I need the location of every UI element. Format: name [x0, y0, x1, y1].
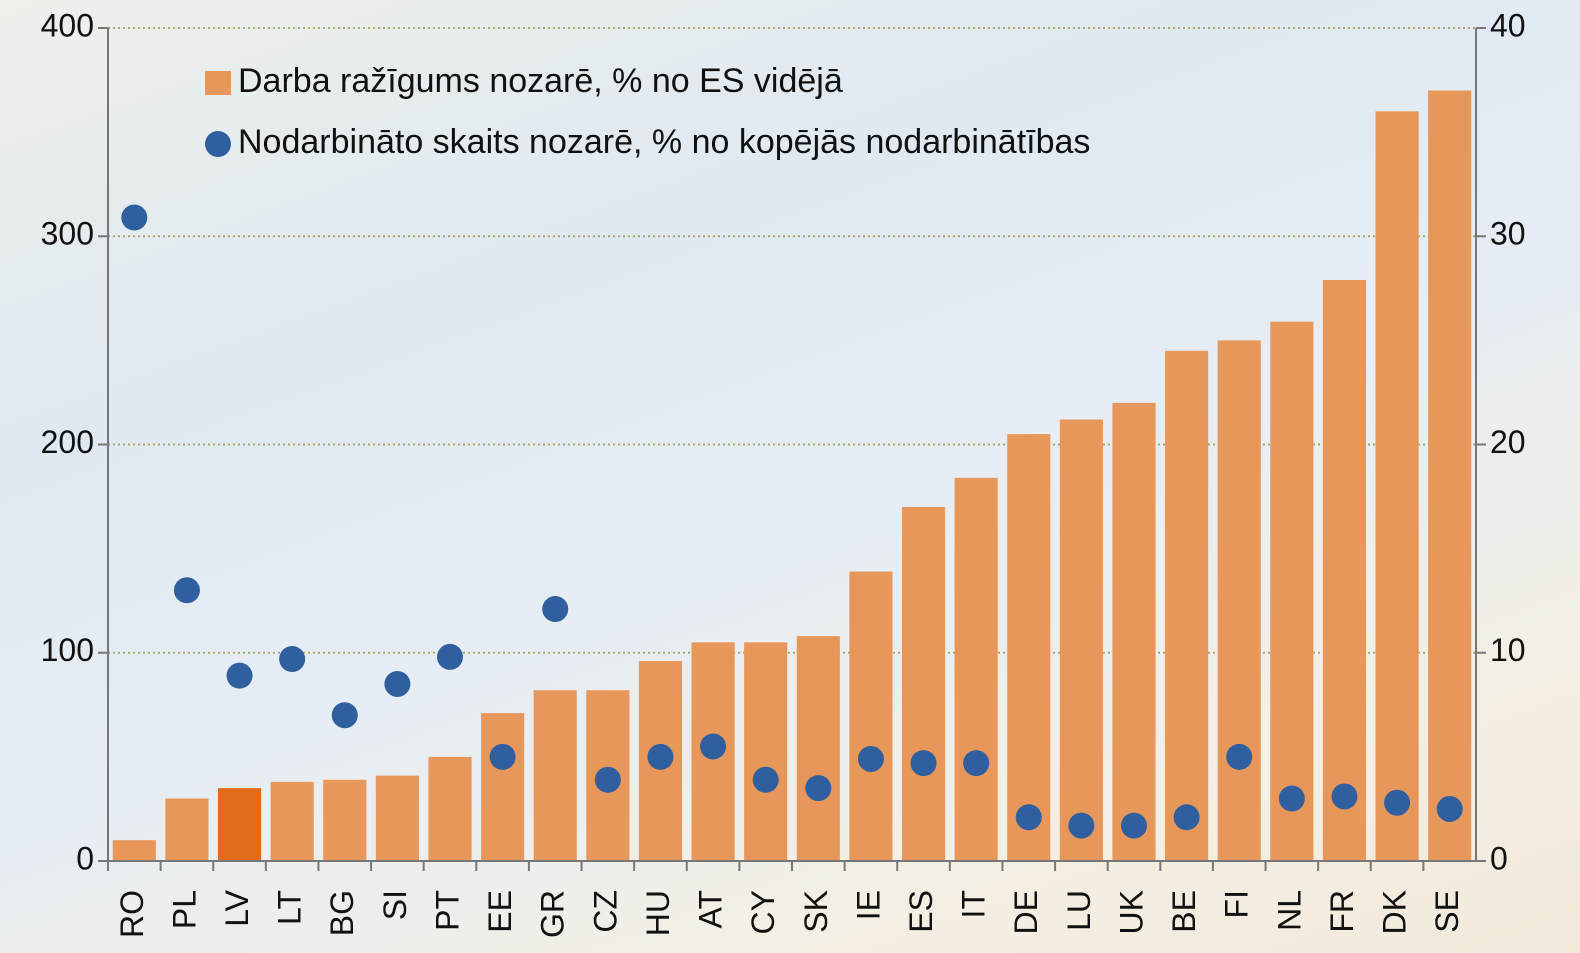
dot — [963, 750, 989, 776]
x-tick-label: NL — [1271, 890, 1307, 931]
bar — [218, 788, 261, 861]
bar — [165, 799, 208, 861]
bar — [1428, 90, 1471, 861]
dot — [595, 767, 621, 793]
y-tick-label: 300 — [41, 216, 94, 252]
dot — [332, 702, 358, 728]
dot — [647, 744, 673, 770]
x-tick-label: AT — [693, 890, 729, 929]
x-tick-label: PL — [166, 890, 202, 929]
x-tick-label: SK — [798, 890, 834, 933]
chart: Darba ražīgums nozarē, % no ES vidējā No… — [0, 0, 1580, 953]
x-tick-label: UK — [1113, 890, 1149, 934]
dot — [384, 671, 410, 697]
dot — [437, 644, 463, 670]
x-tick-label: BE — [1166, 890, 1202, 933]
x-tick-label: SI — [377, 890, 413, 920]
dot — [279, 646, 305, 672]
x-tick-label: GR — [535, 890, 571, 938]
dot — [1437, 796, 1463, 822]
bar — [797, 636, 840, 861]
dot — [1121, 813, 1147, 839]
bar — [1376, 111, 1419, 861]
legend-label: Darba ražīgums nozarē, % no ES vidējā — [238, 62, 843, 100]
legend-swatch — [205, 71, 231, 95]
bar — [955, 478, 998, 861]
bar — [902, 507, 945, 861]
x-tick-label: EE — [482, 890, 518, 933]
dot — [1384, 790, 1410, 816]
x-tick-label: SE — [1429, 890, 1465, 933]
dot — [1331, 783, 1357, 809]
dot — [753, 767, 779, 793]
y-tick-label: 100 — [41, 632, 94, 668]
dot — [1068, 813, 1094, 839]
x-tick-label: BG — [324, 890, 360, 936]
bar — [428, 757, 471, 861]
x-tick-label: FR — [1324, 890, 1360, 933]
dot — [227, 663, 253, 689]
dot — [1279, 786, 1305, 812]
bar — [1270, 322, 1313, 861]
y2-tick-label: 40 — [1490, 7, 1526, 43]
bar — [534, 690, 577, 861]
bar — [1112, 403, 1155, 861]
dot — [911, 750, 937, 776]
dot — [1174, 804, 1200, 830]
y-tick-label: 200 — [41, 424, 94, 460]
y-tick-label: 0 — [76, 840, 94, 876]
y2-tick-label: 0 — [1490, 840, 1508, 876]
dot — [542, 596, 568, 622]
x-tick-label: DE — [1008, 890, 1044, 934]
bar — [1165, 351, 1208, 861]
dot — [858, 746, 884, 772]
x-tick-label: DK — [1377, 890, 1413, 934]
x-tick-label: LU — [1061, 890, 1097, 931]
x-tick-label: FI — [1219, 890, 1255, 918]
x-tick-label: PT — [429, 890, 465, 931]
x-tick-label: RO — [114, 890, 150, 938]
bar — [1060, 420, 1103, 861]
x-tick-label: LT — [272, 890, 308, 925]
y2-tick-label: 30 — [1490, 216, 1526, 252]
bar — [744, 642, 787, 861]
dot — [174, 577, 200, 603]
dot — [1016, 804, 1042, 830]
bar — [1323, 280, 1366, 861]
bar — [113, 840, 156, 861]
legend-swatch — [205, 131, 231, 157]
bar — [481, 713, 524, 861]
x-tick-label: ES — [903, 890, 939, 933]
x-tick-label: HU — [640, 890, 676, 936]
x-tick-label: CZ — [587, 890, 623, 933]
bar — [271, 782, 314, 861]
dot — [700, 733, 726, 759]
bar — [376, 776, 419, 861]
page: Darba ražīgums nozarē, % no ES vidējā No… — [0, 0, 1580, 953]
x-tick-label: IT — [956, 890, 992, 918]
legend-label: Nodarbināto skaits nozarē, % no kopējās … — [238, 123, 1090, 161]
bar — [323, 780, 366, 861]
dot — [1226, 744, 1252, 770]
x-tick-label: IE — [850, 890, 886, 920]
dot — [805, 775, 831, 801]
dot — [121, 205, 147, 231]
dot — [490, 744, 516, 770]
x-tick-label: CY — [745, 890, 781, 934]
y2-tick-label: 20 — [1490, 424, 1526, 460]
bar — [1007, 434, 1050, 861]
bar — [849, 572, 892, 861]
y2-tick-label: 10 — [1490, 632, 1526, 668]
bar — [1218, 340, 1261, 861]
y-tick-label: 400 — [41, 7, 94, 43]
x-tick-label: LV — [219, 889, 255, 926]
